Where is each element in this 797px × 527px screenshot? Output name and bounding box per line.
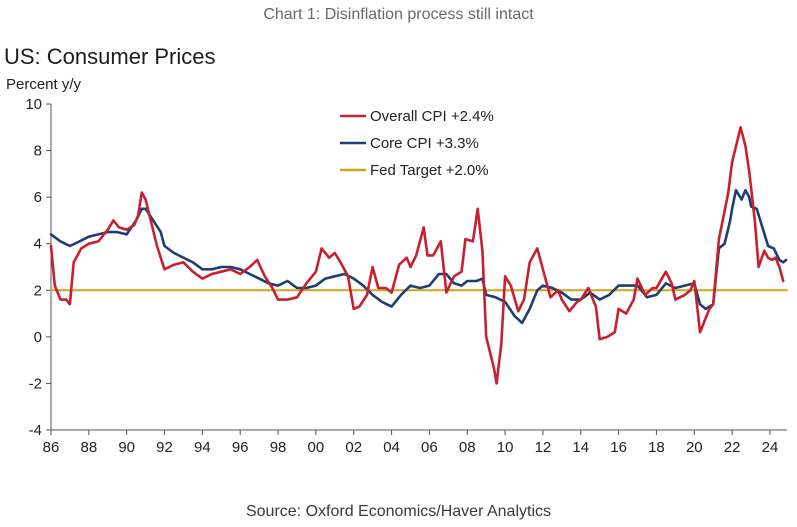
x-tick-label: 12: [535, 439, 552, 456]
x-tick-label: 16: [610, 439, 627, 456]
x-tick-label: 94: [194, 439, 211, 456]
x-tick-label: 86: [43, 439, 60, 456]
x-tick-label: 92: [156, 439, 173, 456]
x-tick-label: 06: [421, 439, 438, 456]
x-tick-label: 02: [345, 439, 362, 456]
x-tick-label: 10: [497, 439, 514, 456]
legend-label: Core CPI +3.3%: [370, 135, 479, 152]
x-tick-label: 00: [308, 439, 325, 456]
chart-source: Source: Oxford Economics/Haver Analytics: [245, 503, 551, 520]
x-tick-label: 14: [572, 439, 589, 456]
y-axis-label: Percent y/y: [6, 76, 82, 93]
y-tick-label: 10: [25, 96, 42, 113]
x-tick-label: 88: [80, 439, 97, 456]
y-tick-label: 0: [34, 329, 42, 346]
series-line-overall-cpi: [49, 126, 785, 385]
x-tick-label: 20: [686, 439, 703, 456]
chart-caption: Chart 1: Disinflation process still inta…: [263, 6, 534, 23]
x-tick-label: 04: [383, 439, 400, 456]
x-tick-label: 90: [118, 439, 135, 456]
y-tick-label: -4: [29, 422, 42, 439]
x-tick-label: 98: [270, 439, 287, 456]
y-tick-label: -2: [29, 375, 42, 392]
x-tick-label: 22: [724, 439, 741, 456]
y-tick-label: 6: [34, 189, 42, 206]
legend-label: Fed Target +2.0%: [370, 162, 489, 179]
y-tick-label: 8: [34, 143, 42, 160]
x-tick-label: 18: [648, 439, 665, 456]
chart-title: US: Consumer Prices: [4, 44, 216, 69]
y-tick-label: 2: [34, 282, 42, 299]
x-tick-label: 08: [459, 439, 476, 456]
y-tick-label: 4: [34, 236, 42, 253]
x-tick-label: 96: [232, 439, 249, 456]
x-tick-label: 24: [762, 439, 779, 456]
legend-label: Overall CPI +2.4%: [370, 108, 494, 125]
